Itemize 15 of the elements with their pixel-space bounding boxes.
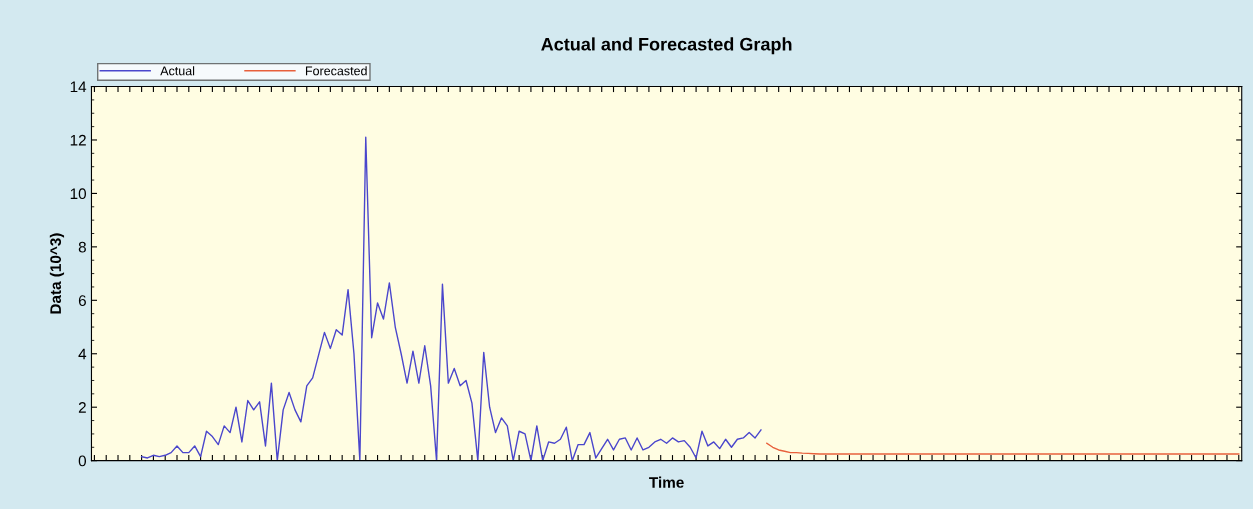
legend-label: Actual bbox=[160, 66, 195, 76]
y-tick-label: 4 bbox=[78, 348, 87, 360]
x-axis-title: Time bbox=[649, 476, 684, 488]
y-tick-label: 10 bbox=[70, 188, 87, 200]
chart-title: Actual and Forecasted Graph bbox=[541, 37, 792, 55]
y-axis-title: Data (10^3) bbox=[49, 233, 65, 314]
legend-label: Forecasted bbox=[305, 66, 367, 76]
line-series bbox=[766, 442, 1240, 455]
y-tick-label: 6 bbox=[78, 295, 86, 306]
y-tick-label: 2 bbox=[78, 402, 86, 413]
line-series bbox=[140, 136, 762, 461]
y-tick-label: 0 bbox=[78, 455, 87, 467]
y-tick-label: 12 bbox=[70, 134, 86, 146]
y-tick-label: 14 bbox=[70, 81, 87, 93]
y-tick-label: 8 bbox=[78, 241, 86, 253]
